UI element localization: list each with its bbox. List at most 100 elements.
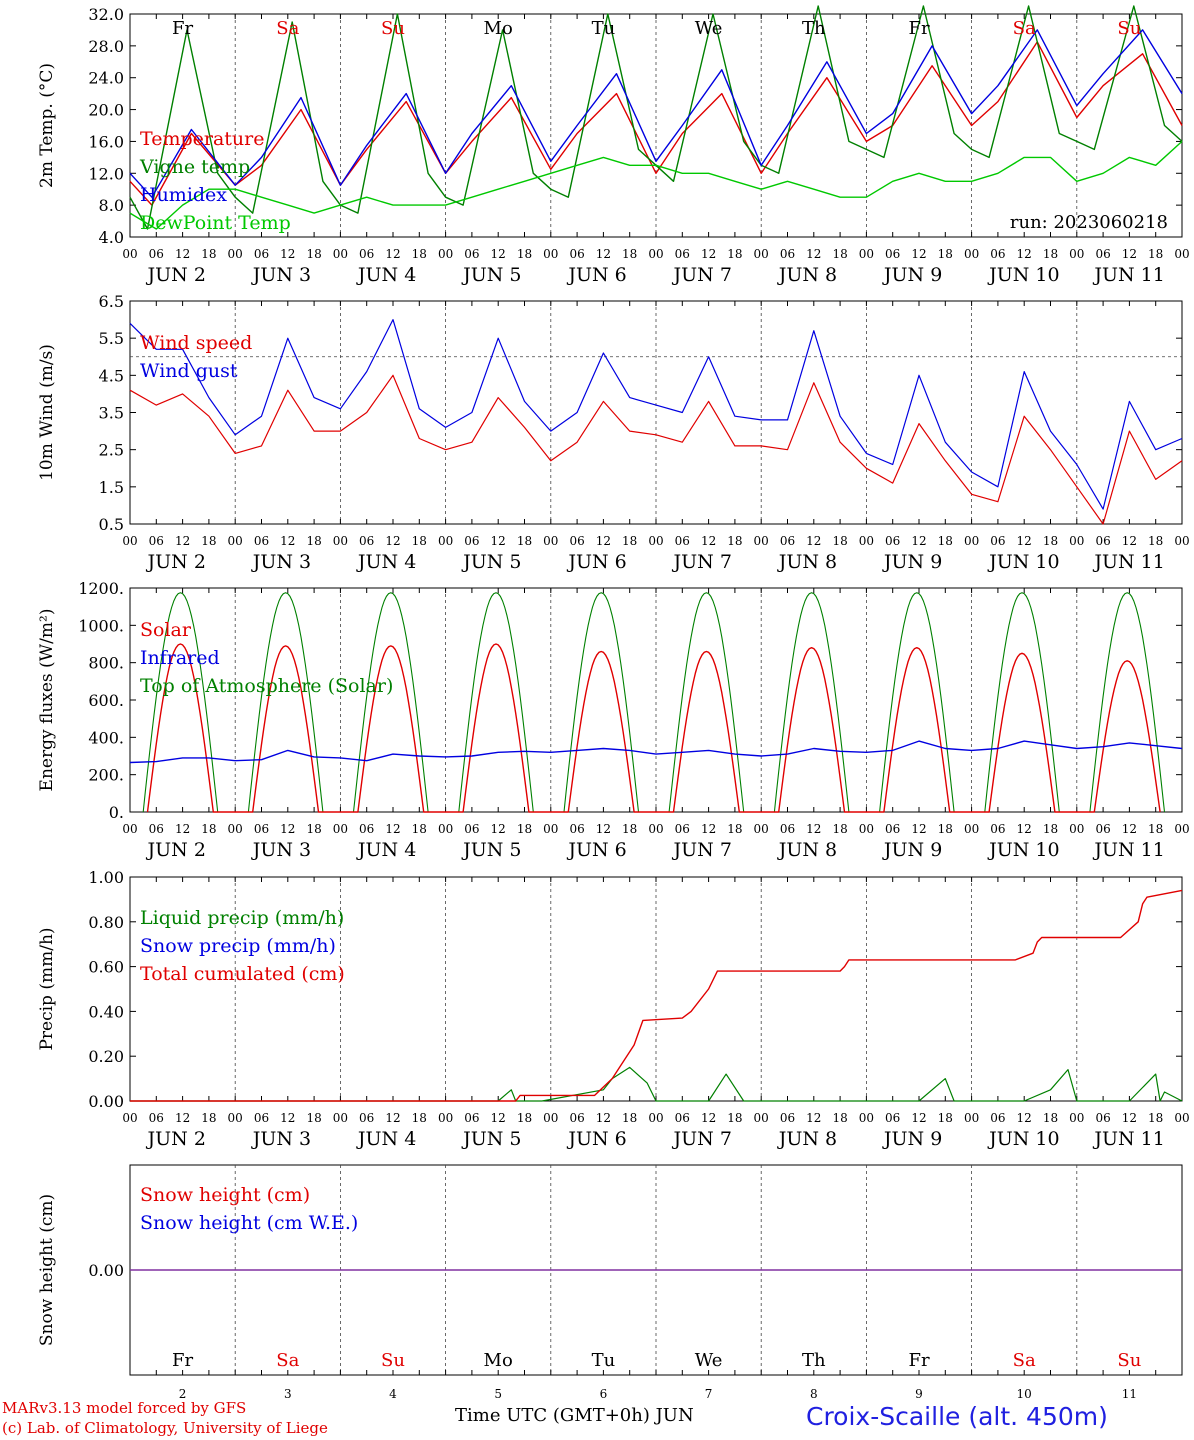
date-label: JUN 7 bbox=[672, 264, 732, 286]
y-tick-label: 5.5 bbox=[99, 329, 124, 348]
hour-tick-label: 12 bbox=[385, 1111, 400, 1125]
day-number-label: 7 bbox=[705, 1387, 713, 1401]
hour-tick-label: 12 bbox=[1017, 1111, 1032, 1125]
hour-tick-label: 00 bbox=[438, 534, 453, 548]
hour-tick-label: 06 bbox=[885, 1111, 900, 1125]
day-number-label: 3 bbox=[284, 1387, 292, 1401]
legend-wind-gust: Wind gust bbox=[140, 360, 238, 382]
date-label: JUN 6 bbox=[566, 264, 626, 286]
hour-tick-label: 06 bbox=[885, 822, 900, 836]
hour-tick-label: 06 bbox=[990, 247, 1005, 261]
y-axis-label: 10m Wind (m/s) bbox=[37, 344, 57, 481]
hour-tick-label: 06 bbox=[359, 534, 374, 548]
date-label: JUN 3 bbox=[251, 1128, 311, 1150]
hour-tick-label: 00 bbox=[859, 822, 874, 836]
hour-tick-label: 12 bbox=[385, 534, 400, 548]
date-label: JUN 11 bbox=[1092, 551, 1164, 573]
hour-tick-label: 12 bbox=[1017, 534, 1032, 548]
hour-tick-label: 06 bbox=[569, 534, 584, 548]
hour-tick-label: 18 bbox=[832, 822, 847, 836]
hour-tick-label: 18 bbox=[1043, 534, 1058, 548]
hour-tick-label: 12 bbox=[701, 1111, 716, 1125]
hour-tick-label: 18 bbox=[727, 822, 742, 836]
y-tick-label: 0.00 bbox=[88, 1092, 124, 1111]
temp-line-humidex bbox=[129, 29, 1183, 198]
day-number-label: 9 bbox=[915, 1387, 923, 1401]
panel-frame bbox=[129, 587, 1183, 813]
hour-tick-label: 00 bbox=[1069, 822, 1084, 836]
hour-tick-label: 12 bbox=[911, 1111, 926, 1125]
temp-line-dewpoint-temp bbox=[129, 140, 1183, 230]
hour-tick-label: 18 bbox=[201, 822, 216, 836]
hour-tick-label: 00 bbox=[228, 822, 243, 836]
hour-tick-label: 18 bbox=[1148, 822, 1163, 836]
hour-tick-label: 00 bbox=[1174, 1111, 1189, 1125]
wind-line-wind-speed bbox=[129, 374, 1183, 525]
hour-tick-label: 12 bbox=[911, 534, 926, 548]
temp-line-temperature bbox=[129, 41, 1183, 206]
hour-tick-label: 00 bbox=[122, 1111, 137, 1125]
hour-tick-label: 00 bbox=[228, 1111, 243, 1125]
y-tick-label: 4.0 bbox=[99, 228, 124, 247]
hour-tick-label: 12 bbox=[175, 247, 190, 261]
hour-tick-label: 06 bbox=[254, 822, 269, 836]
y-tick-label: 1.00 bbox=[88, 868, 124, 887]
day-number-label: 4 bbox=[389, 1387, 397, 1401]
hour-tick-label: 12 bbox=[491, 1111, 506, 1125]
y-tick-label: 12.0 bbox=[88, 164, 124, 183]
hour-tick-label: 18 bbox=[622, 1111, 637, 1125]
weekday-label: Su bbox=[381, 18, 405, 39]
y-tick-label: 1200. bbox=[78, 579, 124, 598]
day-number-label: 10 bbox=[1017, 1387, 1032, 1401]
legend-top-of-atmosphere-solar-: Top of Atmosphere (Solar) bbox=[140, 675, 393, 697]
hour-tick-label: 18 bbox=[1148, 247, 1163, 261]
hour-tick-label: 06 bbox=[359, 247, 374, 261]
date-label: JUN 8 bbox=[777, 264, 837, 286]
wind-line-wind-gust bbox=[129, 319, 1183, 510]
y-axis-label: Snow height (cm) bbox=[37, 1194, 57, 1346]
run-label: run: 2023060218 bbox=[1010, 212, 1168, 233]
hour-tick-label: 12 bbox=[491, 822, 506, 836]
hour-tick-label: 00 bbox=[648, 1111, 663, 1125]
hour-tick-label: 18 bbox=[938, 247, 953, 261]
weekday-label: Tu bbox=[592, 18, 616, 39]
hour-tick-label: 00 bbox=[228, 247, 243, 261]
hour-tick-label: 06 bbox=[254, 534, 269, 548]
hour-tick-label: 06 bbox=[780, 247, 795, 261]
model-credit: MARv3.13 model forced by GFS bbox=[2, 1399, 247, 1417]
hour-tick-label: 06 bbox=[149, 534, 164, 548]
hour-tick-label: 18 bbox=[622, 534, 637, 548]
infrared-line bbox=[129, 740, 1183, 764]
date-label: JUN 9 bbox=[882, 264, 942, 286]
hour-tick-label: 00 bbox=[754, 247, 769, 261]
y-tick-label: 0.80 bbox=[88, 913, 124, 932]
y-tick-label: 3.5 bbox=[99, 404, 124, 423]
weekday-label: Su bbox=[1117, 1350, 1141, 1371]
hour-tick-label: 00 bbox=[228, 534, 243, 548]
date-label: JUN 2 bbox=[146, 264, 206, 286]
hour-tick-label: 18 bbox=[306, 822, 321, 836]
hour-tick-label: 12 bbox=[596, 247, 611, 261]
hour-tick-label: 00 bbox=[543, 247, 558, 261]
hour-tick-label: 18 bbox=[832, 534, 847, 548]
hour-tick-label: 12 bbox=[701, 822, 716, 836]
hour-tick-label: 06 bbox=[885, 247, 900, 261]
hour-tick-label: 12 bbox=[175, 822, 190, 836]
date-label: JUN 5 bbox=[461, 264, 521, 286]
hour-tick-label: 12 bbox=[911, 822, 926, 836]
hour-tick-label: 00 bbox=[859, 1111, 874, 1125]
hour-tick-label: 06 bbox=[464, 822, 479, 836]
hour-tick-label: 00 bbox=[648, 822, 663, 836]
hour-tick-label: 18 bbox=[306, 247, 321, 261]
hour-tick-label: 00 bbox=[1174, 247, 1189, 261]
weekday-label: Sa bbox=[276, 18, 299, 39]
y-tick-label: 2.5 bbox=[99, 441, 124, 460]
hour-tick-label: 18 bbox=[517, 822, 532, 836]
hour-tick-label: 06 bbox=[149, 822, 164, 836]
hour-tick-label: 00 bbox=[754, 822, 769, 836]
weekday-label: Fr bbox=[172, 18, 193, 39]
legend-dewpoint-temp: DewPoint Temp bbox=[140, 212, 291, 234]
y-tick-label: 24.0 bbox=[88, 69, 124, 88]
hour-tick-label: 18 bbox=[412, 822, 427, 836]
y-axis-label: Energy fluxes (W/m²) bbox=[37, 609, 57, 792]
